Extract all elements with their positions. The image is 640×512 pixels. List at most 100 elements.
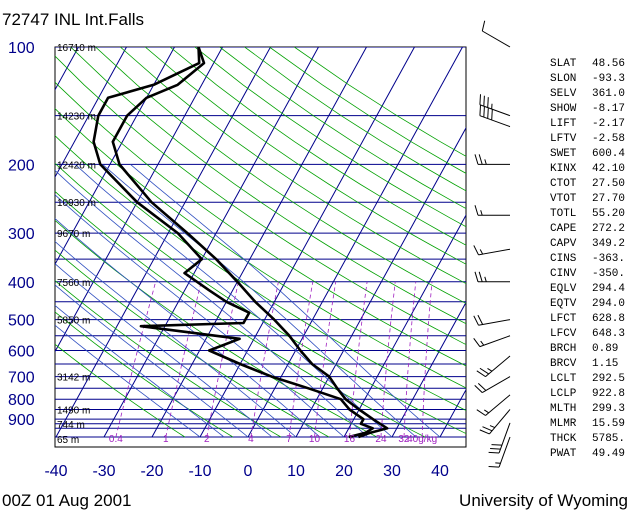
moist-adiabat-line bbox=[55, 218, 321, 438]
wind-barbs bbox=[473, 20, 511, 468]
height-label: 16710 m bbox=[57, 43, 96, 54]
wind-barb-full bbox=[474, 385, 483, 393]
index-name: PWAT bbox=[550, 448, 577, 460]
wind-barb-full bbox=[477, 383, 487, 391]
mixing-ratio-label: 7 bbox=[286, 434, 292, 445]
index-name: SHOW bbox=[550, 103, 577, 115]
index-value: 5785. bbox=[592, 433, 625, 445]
mixing-ratio-line bbox=[403, 281, 417, 438]
temperature-tick-label: 30 bbox=[383, 463, 401, 480]
index-value: 628.8 bbox=[592, 313, 625, 325]
dry-adiabat-line bbox=[244, 47, 466, 192]
wind-barb-half bbox=[484, 276, 487, 282]
pressure-tick-label: 700 bbox=[8, 370, 35, 387]
index-value: 1.15 bbox=[592, 358, 618, 370]
index-name: VTOT bbox=[550, 193, 577, 205]
index-value: 15.59 bbox=[592, 418, 625, 430]
wind-barb bbox=[488, 422, 511, 454]
temperature-tick-label: 0 bbox=[244, 463, 253, 480]
index-name: SELV bbox=[550, 88, 577, 100]
temperature-tick-label: 40 bbox=[431, 463, 449, 480]
wind-barb-full bbox=[474, 271, 479, 282]
index-name: LFCT bbox=[550, 313, 577, 325]
dry-adiabat-line bbox=[294, 47, 466, 157]
dry-adiabat-line bbox=[55, 249, 330, 438]
index-value: 922.8 bbox=[592, 388, 625, 400]
index-value: -363. bbox=[592, 253, 625, 265]
dry-adiabat-line bbox=[95, 47, 466, 304]
wind-barb-full bbox=[488, 451, 500, 454]
wind-barb-half bbox=[484, 409, 489, 414]
temperature-tick-label: -30 bbox=[92, 463, 115, 480]
wind-barb-shaft bbox=[479, 335, 511, 348]
mixing-ratio-line bbox=[421, 281, 433, 438]
isotherm-line bbox=[55, 47, 271, 438]
mixing-ratio-label: 24 bbox=[375, 434, 387, 445]
wind-barb-full bbox=[479, 367, 489, 375]
index-name: LCLT bbox=[550, 373, 577, 385]
dry-adiabat-line bbox=[55, 311, 234, 438]
moist-adiabat-line bbox=[55, 284, 249, 438]
index-value: 0.89 bbox=[592, 343, 618, 355]
height-label: 3142 m bbox=[57, 373, 90, 384]
mixing-ratio-label: 1 bbox=[163, 434, 169, 445]
wind-barb-shaft bbox=[498, 436, 511, 468]
index-name: CAPE bbox=[550, 223, 577, 235]
moist-adiabat-line bbox=[55, 169, 369, 438]
mixing-ratio-line bbox=[165, 281, 202, 438]
dry-adiabat-line bbox=[194, 47, 466, 228]
isotherm-line bbox=[55, 47, 175, 266]
height-label: 7560 m bbox=[57, 278, 90, 289]
mixing-ratio-line bbox=[314, 281, 337, 438]
footer-datetime: 00Z 01 Aug 2001 bbox=[2, 491, 132, 510]
station-indices-panel: SLAT 48.56 SLON -93.3 SELV 361.0 SHOW -8.17 LIFT… bbox=[550, 58, 625, 460]
index-name: EQTV bbox=[550, 298, 577, 310]
wind-barb-full bbox=[473, 315, 479, 326]
wind-barb-shaft bbox=[478, 319, 511, 326]
pressure-tick-label: 100 bbox=[8, 40, 35, 57]
wind-barb-full bbox=[483, 106, 485, 118]
index-name: KINX bbox=[550, 163, 577, 175]
dry-adiabat-line bbox=[55, 108, 466, 389]
mixing-ratio-label: 40g/kg bbox=[407, 434, 437, 445]
height-label: 5850 m bbox=[57, 316, 90, 327]
isotherm-line bbox=[151, 47, 367, 438]
mixing-ratio-line bbox=[288, 281, 314, 438]
dry-adiabat-line bbox=[269, 47, 466, 174]
moist-adiabat-line bbox=[55, 324, 201, 438]
wind-barb-full bbox=[490, 447, 501, 450]
index-value: 292.5 bbox=[592, 373, 625, 385]
dry-adiabat-line bbox=[55, 162, 466, 435]
wind-barb-full bbox=[491, 109, 493, 120]
dry-adiabat-line bbox=[55, 280, 282, 438]
mixing-ratio-label: 16 bbox=[344, 434, 356, 445]
index-name: SLAT bbox=[550, 58, 577, 70]
wind-barb-full bbox=[487, 97, 489, 108]
height-label: 14230 m bbox=[57, 112, 96, 123]
index-name: TOTL bbox=[550, 208, 576, 220]
wind-barb bbox=[474, 154, 510, 165]
moist-adiabat-line bbox=[55, 240, 297, 438]
wind-barb-full bbox=[478, 154, 483, 165]
wind-barb-full bbox=[479, 105, 481, 116]
wind-barb-shaft bbox=[479, 104, 511, 117]
temperature-tick-label: 10 bbox=[287, 463, 305, 480]
index-value: 349.2 bbox=[592, 238, 625, 250]
wind-barb-shaft bbox=[479, 115, 511, 128]
dry-adiabat-line bbox=[219, 47, 466, 209]
wind-barb-full bbox=[491, 444, 502, 446]
isotherm-line bbox=[199, 47, 415, 438]
dry-adiabat-line bbox=[55, 135, 466, 411]
wind-barb-full bbox=[477, 314, 484, 325]
dry-adiabat-line bbox=[55, 81, 466, 367]
wind-barb-full bbox=[479, 94, 481, 105]
index-name: SLON bbox=[550, 73, 576, 85]
index-value: 361.0 bbox=[592, 88, 625, 100]
dry-adiabat-line bbox=[169, 47, 466, 246]
index-value: 294.4 bbox=[592, 283, 625, 295]
index-value: 272.2 bbox=[592, 223, 625, 235]
footer-source: University of Wyoming bbox=[459, 491, 628, 510]
index-name: EQLV bbox=[550, 283, 577, 295]
index-value: 49.49 bbox=[592, 448, 625, 460]
